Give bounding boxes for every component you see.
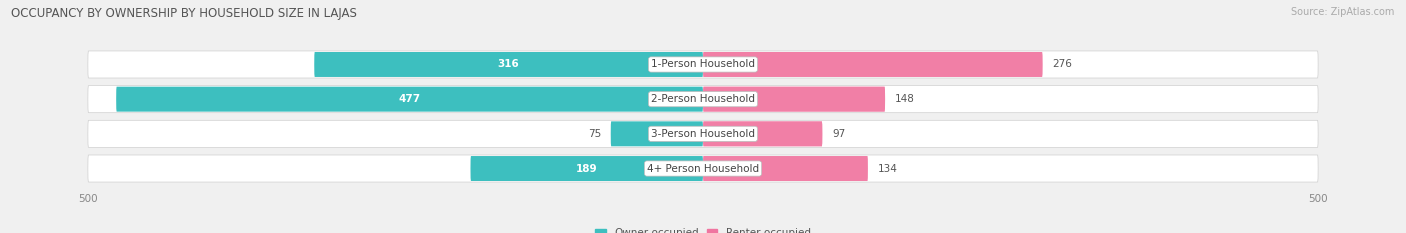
Text: 148: 148 (896, 94, 915, 104)
FancyBboxPatch shape (703, 87, 886, 112)
Text: 316: 316 (498, 59, 519, 69)
FancyBboxPatch shape (87, 86, 1319, 113)
FancyBboxPatch shape (703, 156, 868, 181)
Text: 134: 134 (877, 164, 897, 174)
FancyBboxPatch shape (703, 121, 823, 146)
FancyBboxPatch shape (703, 52, 1043, 77)
Text: 2-Person Household: 2-Person Household (651, 94, 755, 104)
Text: 477: 477 (398, 94, 420, 104)
FancyBboxPatch shape (87, 120, 1319, 147)
FancyBboxPatch shape (703, 87, 886, 112)
Text: OCCUPANCY BY OWNERSHIP BY HOUSEHOLD SIZE IN LAJAS: OCCUPANCY BY OWNERSHIP BY HOUSEHOLD SIZE… (11, 7, 357, 20)
FancyBboxPatch shape (471, 156, 703, 181)
Text: 3-Person Household: 3-Person Household (651, 129, 755, 139)
FancyBboxPatch shape (315, 52, 703, 77)
Text: 97: 97 (832, 129, 845, 139)
Text: 1-Person Household: 1-Person Household (651, 59, 755, 69)
FancyBboxPatch shape (703, 156, 868, 181)
FancyBboxPatch shape (87, 51, 1319, 78)
FancyBboxPatch shape (610, 121, 703, 146)
FancyBboxPatch shape (703, 52, 1043, 77)
FancyBboxPatch shape (87, 155, 1319, 182)
Text: Source: ZipAtlas.com: Source: ZipAtlas.com (1291, 7, 1395, 17)
Legend: Owner-occupied, Renter-occupied: Owner-occupied, Renter-occupied (591, 224, 815, 233)
FancyBboxPatch shape (703, 121, 823, 146)
Text: 4+ Person Household: 4+ Person Household (647, 164, 759, 174)
Text: 276: 276 (1052, 59, 1073, 69)
FancyBboxPatch shape (117, 87, 703, 112)
Text: 75: 75 (588, 129, 600, 139)
Text: 189: 189 (576, 164, 598, 174)
